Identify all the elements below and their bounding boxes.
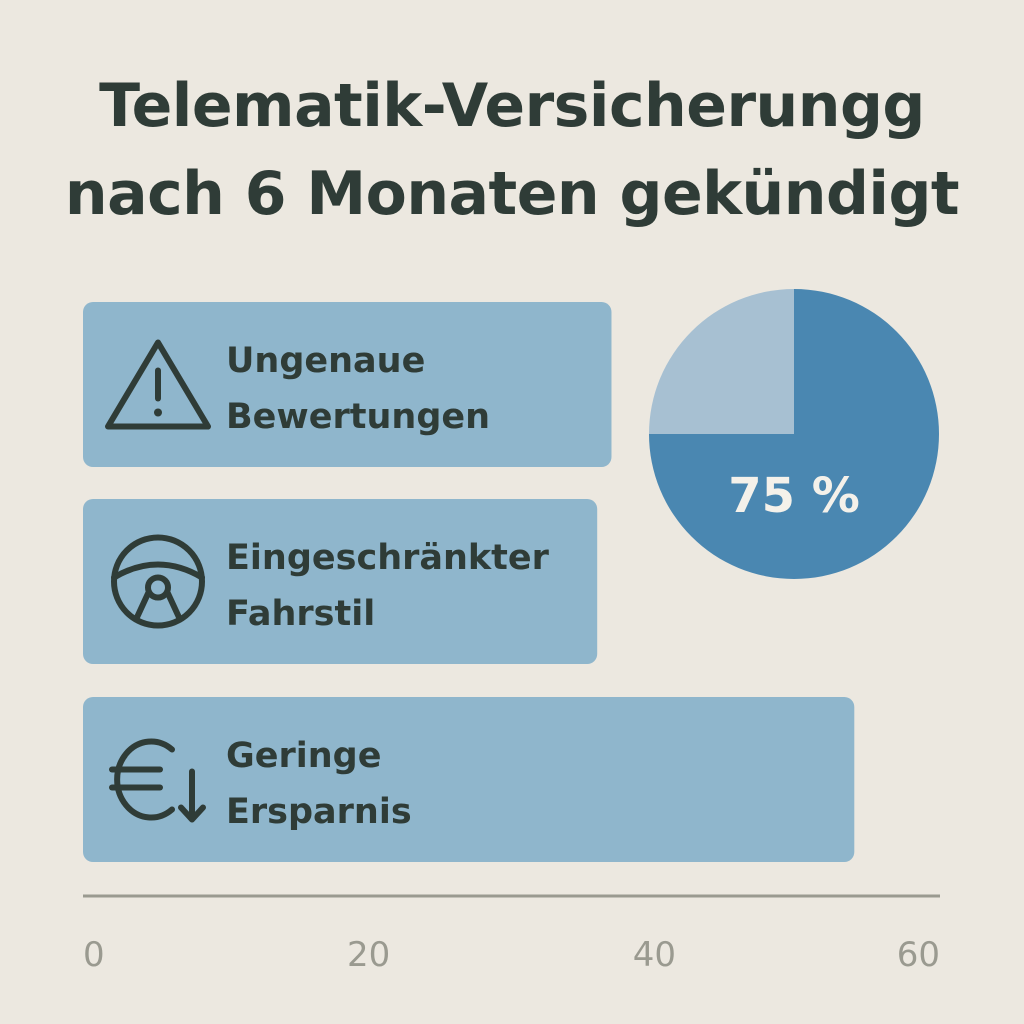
bar-group: Geringe Ersparnis xyxy=(83,697,855,862)
title-line-2: nach 6 Monaten gekündigt xyxy=(64,159,960,229)
bar-label-line2: Bewertungen xyxy=(226,397,490,437)
pie-slice xyxy=(649,289,794,434)
x-tick-label: 0 xyxy=(83,935,105,975)
warning-triangle-icon xyxy=(105,339,211,430)
bar xyxy=(83,499,598,664)
x-tick-label: 20 xyxy=(347,935,390,975)
bar-group: Eingeschränkter Fahrstil xyxy=(83,499,598,664)
bar xyxy=(83,697,855,862)
bar-label-line2: Ersparnis xyxy=(226,792,412,832)
bar-label-line1: Eingeschränkter xyxy=(226,538,550,578)
euro-down-icon xyxy=(109,738,206,823)
bar-label-line1: Geringe xyxy=(226,736,381,776)
bar-label-line1: Ungenaue xyxy=(226,341,425,381)
x-tick-label: 60 xyxy=(897,935,940,975)
pie-value-label: 75 % xyxy=(728,468,860,524)
bar-group: Ungenaue Bewertungen xyxy=(83,302,612,467)
title-line-1: Telematik-Versicherungg xyxy=(99,71,925,141)
bar xyxy=(83,302,612,467)
chart-title: Telematik-Versicherungg nach 6 Monaten g… xyxy=(0,62,1024,238)
bar-label-line2: Fahrstil xyxy=(226,594,375,634)
x-tick-label: 40 xyxy=(633,935,676,975)
steering-wheel-icon xyxy=(111,534,205,629)
